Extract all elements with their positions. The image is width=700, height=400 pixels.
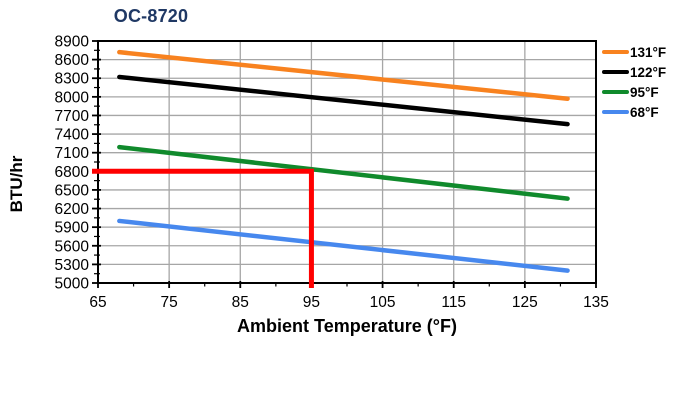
y-tick-label: 8300 (55, 71, 90, 88)
y-tick-label: 5900 (55, 220, 90, 237)
y-tick-label: 6800 (55, 164, 90, 181)
legend-label: 68°F (630, 104, 659, 120)
y-tick-label: 8600 (55, 52, 90, 69)
legend-swatch (602, 90, 629, 94)
legend-label: 122°F (630, 64, 667, 80)
y-tick-label: 6200 (55, 201, 90, 218)
x-tick-label: 105 (370, 294, 396, 311)
x-tick-label: 75 (161, 294, 178, 311)
y-tick-label: 5600 (55, 238, 90, 255)
y-tick-label: 7700 (55, 108, 90, 125)
x-tick-label: 65 (89, 294, 106, 311)
x-tick-label: 115 (441, 294, 466, 311)
y-tick-label: 8000 (55, 89, 90, 106)
legend-swatch (602, 50, 629, 54)
x-tick-label: 135 (583, 294, 609, 311)
legend-swatch (602, 70, 629, 74)
x-tick-label: 85 (232, 294, 249, 311)
legend: 131°F 122°F 95°F 68°F (602, 42, 666, 122)
y-tick-label: 8900 (55, 34, 90, 51)
legend-item: 95°F (602, 82, 666, 102)
legend-item: 122°F (602, 62, 666, 82)
chart-title: OC-8720 (113, 6, 189, 26)
series-line-95F (117, 144, 570, 201)
series-line-68F (117, 218, 570, 273)
y-tick-label: 7400 (55, 127, 90, 144)
legend-swatch (602, 110, 629, 114)
legend-label: 131°F (630, 44, 667, 60)
x-tick-label: 125 (512, 294, 538, 311)
y-tick-label: 7100 (55, 145, 90, 162)
y-axis-title: BTU/hr (7, 155, 26, 213)
x-tick-label: 95 (303, 294, 320, 311)
legend-label: 95°F (630, 84, 659, 100)
legend-item: 68°F (602, 102, 666, 122)
y-tick-label: 5000 (55, 276, 90, 293)
y-tick-label: 6500 (55, 182, 90, 199)
series-line-131F (117, 49, 570, 101)
legend-item: 131°F (602, 42, 666, 62)
series-line-122F (117, 74, 570, 127)
x-axis-title: Ambient Temperature (°F) (237, 316, 457, 336)
y-tick-label: 5300 (55, 257, 90, 274)
annotation-guide (92, 168, 314, 288)
